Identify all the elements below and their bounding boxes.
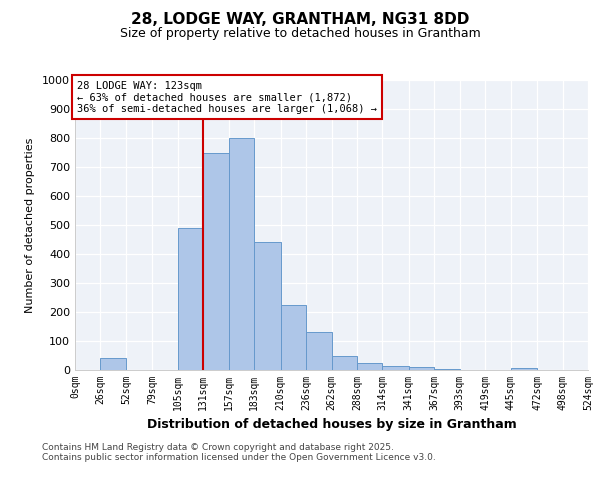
Text: 28, LODGE WAY, GRANTHAM, NG31 8DD: 28, LODGE WAY, GRANTHAM, NG31 8DD xyxy=(131,12,469,28)
Bar xyxy=(306,332,331,370)
Bar xyxy=(254,242,281,370)
Bar xyxy=(409,367,434,370)
Text: Size of property relative to detached houses in Grantham: Size of property relative to detached ho… xyxy=(119,28,481,40)
Bar xyxy=(357,363,382,370)
Bar xyxy=(331,356,357,370)
Bar xyxy=(281,304,306,370)
Text: Contains HM Land Registry data © Crown copyright and database right 2025.
Contai: Contains HM Land Registry data © Crown c… xyxy=(42,442,436,462)
Text: 28 LODGE WAY: 123sqm
← 63% of detached houses are smaller (1,872)
36% of semi-de: 28 LODGE WAY: 123sqm ← 63% of detached h… xyxy=(77,80,377,114)
Bar xyxy=(434,368,460,370)
Bar xyxy=(178,228,203,370)
Bar xyxy=(100,358,126,370)
X-axis label: Distribution of detached houses by size in Grantham: Distribution of detached houses by size … xyxy=(146,418,517,432)
Bar xyxy=(203,152,229,370)
Y-axis label: Number of detached properties: Number of detached properties xyxy=(25,138,35,312)
Bar xyxy=(229,138,254,370)
Bar xyxy=(511,368,537,370)
Bar xyxy=(382,366,409,370)
